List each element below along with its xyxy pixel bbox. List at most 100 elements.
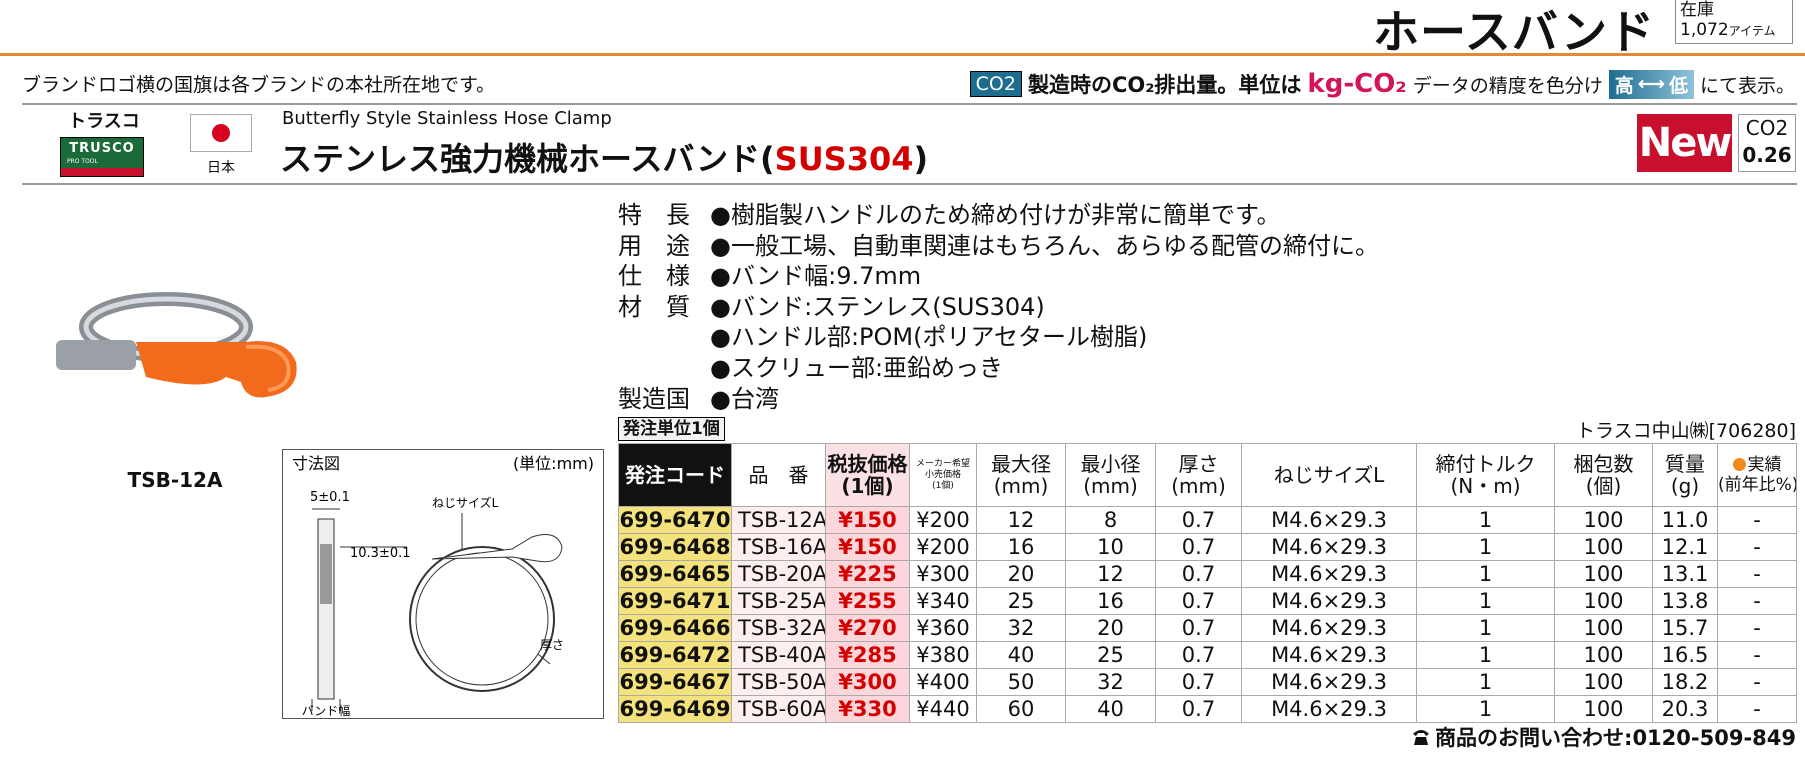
table-cell: 60 (976, 695, 1066, 723)
spec-text: ●樹脂製ハンドルのため締め付けが非常に簡単です。 (710, 201, 1281, 229)
logo-sub: PRO TOOL (67, 158, 98, 165)
table-cell: 100 (1554, 695, 1653, 723)
header-line: 発注コード (625, 463, 725, 487)
co2-text: 製造時のCO₂排出量。単位は (1027, 73, 1302, 97)
stock-label: 在庫 (1680, 0, 1714, 20)
spec-row: 特 長 ●樹脂製ハンドルのため締め付けが非常に簡単です。 (618, 200, 1379, 231)
table-cell: 16 (976, 533, 1066, 561)
country: 日本 (207, 160, 235, 176)
table-row: 699-6469 TSB-60A ¥330 ¥440 60 40 0.7 M4.6×29.3 1… (618, 695, 1797, 723)
table-row: 699-6466 TSB-32A ¥270 ¥360 32 20 0.7 M4.6×29.3 1… (618, 614, 1797, 642)
table-cell: 16.5 (1652, 641, 1718, 669)
table-cell: M4.6×29.3 (1241, 695, 1417, 723)
table-cell: M4.6×29.3 (1241, 641, 1417, 669)
co2-accuracy: データの精度を色分け (1412, 74, 1603, 97)
header-cell: 厚さ (mm) (1155, 443, 1242, 507)
header-line: 小売価格 (924, 469, 961, 480)
product-subtitle: Butterfly Style Stainless Hose Clamp (282, 108, 612, 129)
table-cell: - (1717, 506, 1797, 534)
table-cell: ¥330 (825, 695, 910, 723)
co2-value: 0.26 (1742, 143, 1792, 167)
table-cell: 1 (1416, 506, 1555, 534)
table-cell: - (1717, 587, 1797, 615)
table-cell: 699-6472 (618, 641, 732, 669)
header-line: 最小径 (1080, 452, 1141, 476)
icon (1732, 458, 1746, 471)
table-cell: 0.7 (1155, 641, 1242, 669)
table-cell: 20 (1065, 614, 1156, 642)
table-row: 699-6471 TSB-25A ¥255 ¥340 25 16 0.7 M4.6×29.3 1… (618, 587, 1797, 615)
table-cell: 100 (1554, 587, 1653, 615)
table-cell: 1 (1416, 641, 1555, 669)
footer: 商品のお問い合わせ:0120-509-849 (1411, 722, 1796, 752)
table-cell: 11.0 (1652, 506, 1718, 534)
spec-table: 発注コード品 番税抜価格 (1個) メーカー希望 小売価格 (1個) 最大径 (mm) 最小径… (618, 443, 1797, 723)
divider (22, 183, 1797, 185)
table-cell: 0.7 (1155, 560, 1242, 588)
table-cell: - (1717, 533, 1797, 561)
logo-text: TRUSCO (69, 141, 135, 156)
table-cell: M4.6×29.3 (1241, 614, 1417, 642)
table-cell: 699-6469 (618, 695, 732, 723)
flag (190, 114, 252, 152)
product-image (56, 292, 297, 398)
table-cell: 1 (1416, 695, 1555, 723)
table-cell: 20 (976, 560, 1066, 588)
stock-box: 在庫 1,072アイテム (1675, 0, 1793, 44)
table-cell: M4.6×29.3 (1241, 668, 1417, 696)
supplier: トラスコ中山㈱[706280] (1576, 420, 1796, 442)
table-cell: 1 (1416, 668, 1555, 696)
header-line: (個) (1585, 474, 1622, 498)
table-cell: 1 (1416, 560, 1555, 588)
table-cell: 25 (1065, 641, 1156, 669)
page-title: ホースバンド (1373, 5, 1655, 59)
header-line: 締付トルク (1435, 452, 1536, 476)
header-line: 品 番 (748, 463, 809, 487)
table-cell: 1 (1416, 533, 1555, 561)
header-cell: 税抜価格 (1個) (825, 443, 910, 507)
stock-count-line: 1,072アイテム (1680, 20, 1792, 41)
spec-row: 用 途 ●一般工場、自動車関連はもちろん、あらゆる配管の締付に。 (618, 231, 1379, 262)
table-cell: TSB-60A (731, 695, 826, 723)
table-cell: 32 (1065, 668, 1156, 696)
table-cell: ¥200 (909, 506, 977, 534)
co2-label: CO2 (1745, 116, 1789, 140)
table-cell: - (1717, 668, 1797, 696)
spec-text: ●スクリュー部:亜鉛めっき (710, 353, 1004, 382)
table-cell: ¥300 (825, 668, 910, 696)
table-cell: 100 (1554, 533, 1653, 561)
header-cell: 発注コード (618, 443, 732, 507)
table-cell: 1 (1416, 614, 1555, 642)
table-row: 699-6467 TSB-50A ¥300 ¥400 50 32 0.7 M4.6×29.3 1… (618, 668, 1797, 696)
table-cell: ¥200 (909, 533, 977, 561)
header-line: (前年比%) (1718, 475, 1797, 495)
dimension-diagram: 寸法図 (単位:mm) 5±0.1 バンド幅 10.3±0.1 ねじサイズL 厚… (282, 449, 604, 719)
table-cell: 10 (1065, 533, 1156, 561)
header-line: 実績 (1719, 455, 1796, 475)
table-cell: 699-6468 (618, 533, 732, 561)
table-cell: M4.6×29.3 (1241, 533, 1417, 561)
table-cell: 12.1 (1652, 533, 1718, 561)
table-cell: 0.7 (1155, 533, 1242, 561)
divider (0, 53, 1805, 56)
table-cell: - (1717, 695, 1797, 723)
table-cell: 0.7 (1155, 614, 1242, 642)
divider (22, 103, 1797, 105)
header-line: メーカー希望 (915, 458, 970, 469)
band-width: バンド幅 (302, 703, 351, 718)
table-cell: 13.8 (1652, 587, 1718, 615)
product-title: ステンレス強力機械ホースバンド(SUS304) (280, 134, 928, 180)
header-cell: ねじサイズL (1241, 443, 1417, 507)
table-cell: M4.6×29.3 (1241, 587, 1417, 615)
table-cell: 699-6465 (618, 560, 732, 588)
accuracy-high: 高 (1614, 74, 1634, 97)
spec-text: ●一般工場、自動車関連はもちろん、あらゆる配管の締付に。 (710, 231, 1379, 260)
contact: 商品のお問い合わせ:0120-509-849 (1435, 726, 1796, 750)
thickness: 厚さ (540, 638, 564, 652)
table-cell: 0.7 (1155, 668, 1242, 696)
spec-label: 特 長 (618, 201, 690, 229)
arrow: ⟷ (1637, 73, 1665, 95)
table-cell: TSB-32A (731, 614, 826, 642)
table-cell: ¥360 (909, 614, 977, 642)
